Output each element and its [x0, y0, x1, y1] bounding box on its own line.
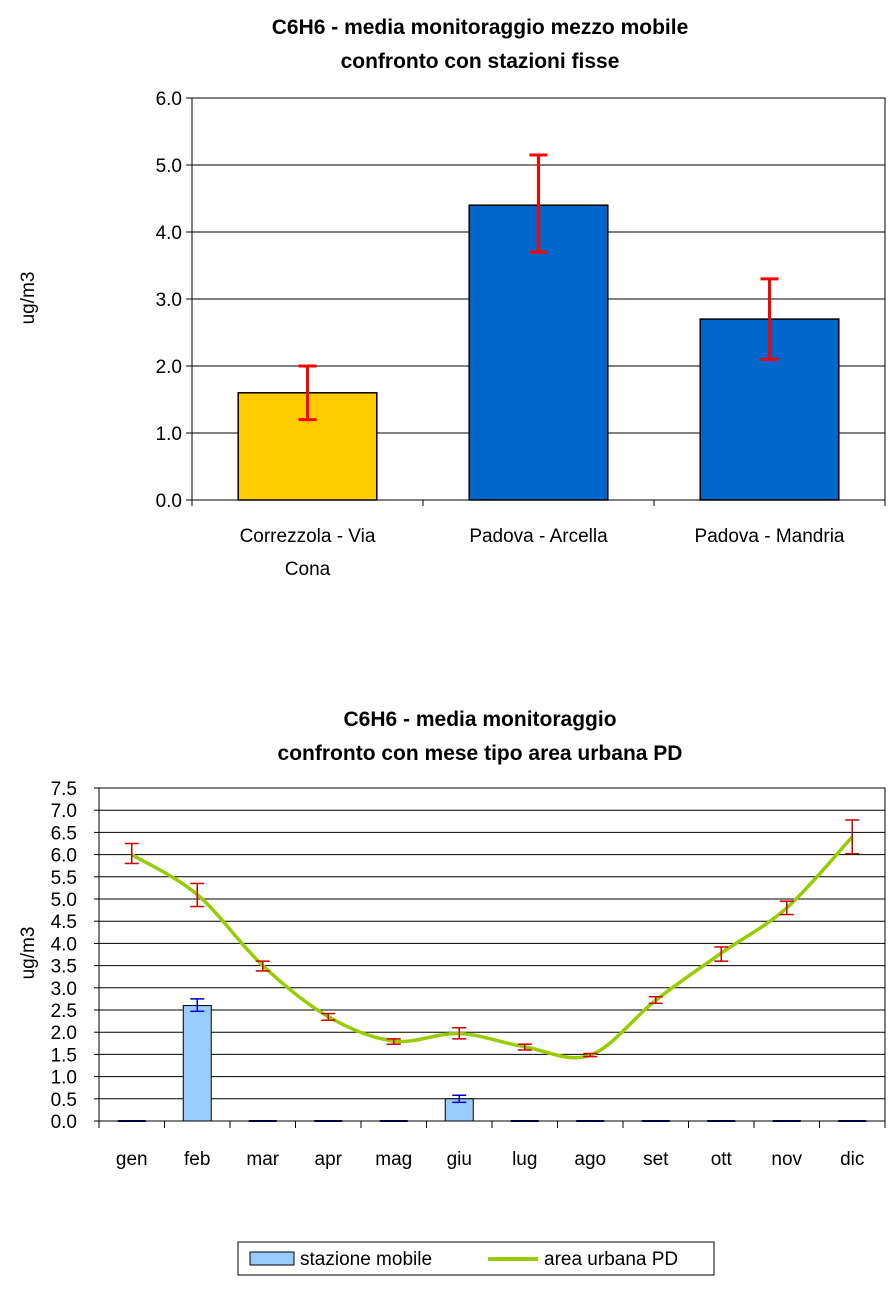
error-bar — [190, 882, 205, 908]
legend-label-stazione-mobile: stazione mobile — [300, 1249, 432, 1270]
gridlines — [99, 787, 885, 1100]
error-bar — [255, 960, 270, 972]
y-tick-label: 1.5 — [51, 1045, 77, 1066]
y-tick-label: 7.0 — [51, 801, 77, 822]
chart-subtitle: confronto con stazioni fisse — [341, 50, 620, 73]
legend: stazione mobile area urbana PD — [237, 1241, 715, 1276]
y-tick-label: 5.0 — [156, 156, 182, 177]
chart-title: C6H6 - media monitoraggio mezzo mobile — [272, 16, 689, 39]
error-bar — [124, 842, 139, 865]
y-tick-label: 2.5 — [51, 1001, 77, 1022]
y-tick-label: 4.0 — [156, 223, 182, 244]
error-bar — [760, 277, 779, 361]
x-tick-label: ott — [711, 1149, 733, 1170]
x-tick-labels: Correzzola - Via Cona Padova - Arcella Pado… — [240, 526, 845, 580]
y-tick-label: 1.0 — [51, 1068, 77, 1089]
x-tick-label: gen — [116, 1149, 148, 1170]
chart-monthly-comparison: C6H6 - media monitoraggio confronto con … — [18, 708, 886, 1276]
bar — [182, 1005, 212, 1122]
error-bar — [583, 1052, 598, 1058]
error-bar — [452, 1094, 467, 1104]
error-bar — [529, 153, 548, 254]
y-axis-label: ug/m3 — [18, 927, 39, 980]
y-tick-label: 5.5 — [51, 868, 77, 889]
y-tick-label: 0.5 — [51, 1090, 77, 1111]
y-tick-label: 2.0 — [156, 357, 182, 378]
y-tick-label: 6.5 — [51, 823, 77, 844]
bars — [237, 204, 840, 501]
y-tick-label: 3.0 — [51, 979, 77, 1000]
chart-title: C6H6 - media monitoraggio — [343, 708, 616, 731]
error-bars — [124, 819, 860, 1104]
x-tick-label: nov — [771, 1149, 802, 1170]
error-bar — [845, 819, 860, 855]
y-tick-label: 4.5 — [51, 912, 77, 933]
plot-frame — [191, 97, 886, 501]
y-tick-label: 0.0 — [51, 1112, 77, 1133]
chart-stations-comparison: C6H6 - media monitoraggio mezzo mobile c… — [18, 16, 886, 580]
x-tick-label: Padova - Mandria — [695, 526, 845, 547]
x-tick-label: dic — [840, 1149, 864, 1170]
y-tick-label: 1.0 — [156, 424, 182, 445]
axes — [186, 97, 886, 506]
error-bar — [714, 946, 729, 962]
y-tick-label: 6.0 — [51, 846, 77, 867]
plot-frame — [98, 787, 886, 1122]
y-tick-label: 3.5 — [51, 957, 77, 978]
bars — [117, 1005, 867, 1122]
error-bars — [298, 153, 779, 422]
legend-swatch-stazione-mobile — [249, 1251, 295, 1266]
error-bar — [190, 998, 205, 1013]
x-tick-label: Cona — [285, 559, 331, 580]
series-line — [130, 835, 854, 1060]
x-tick-label: set — [643, 1149, 669, 1170]
bar — [468, 204, 609, 501]
y-tick-labels: 0.00.51.01.52.02.53.03.54.04.55.05.56.06… — [51, 779, 77, 1133]
legend-frame — [237, 1241, 715, 1276]
y-tick-labels: 0.0 1.0 2.0 3.0 4.0 5.0 6.0 — [156, 89, 182, 512]
y-axis-label: ug/m3 — [18, 272, 39, 325]
error-bar — [517, 1043, 532, 1051]
line-area-urbana — [130, 835, 854, 1060]
y-tick-label: 4.0 — [51, 934, 77, 955]
x-tick-label: giu — [447, 1149, 472, 1170]
chart-subtitle: confronto con mese tipo area urbana PD — [278, 742, 683, 765]
error-bar — [779, 900, 794, 916]
x-tick-label: Padova - Arcella — [469, 526, 608, 547]
axes — [94, 787, 886, 1128]
error-bar — [298, 364, 317, 422]
error-bar — [321, 1012, 336, 1021]
y-tick-label: 6.0 — [156, 89, 182, 110]
error-bar — [386, 1038, 401, 1045]
x-tick-label: apr — [315, 1149, 343, 1170]
y-tick-label: 0.0 — [156, 491, 182, 512]
error-bar — [648, 995, 663, 1005]
x-tick-label: ago — [574, 1149, 606, 1170]
y-tick-label: 2.0 — [51, 1023, 77, 1044]
x-tick-label: Correzzola - Via — [240, 526, 376, 547]
x-tick-label: lug — [512, 1149, 537, 1170]
y-tick-label: 7.5 — [51, 779, 77, 800]
x-tick-labels: gen feb mar apr mag giu lug ago set ott nov dic — [116, 1149, 865, 1170]
y-tick-label: 5.0 — [51, 890, 77, 911]
error-bar — [452, 1027, 467, 1040]
y-tick-label: 3.0 — [156, 290, 182, 311]
legend-label-area-urbana: area urbana PD — [544, 1249, 678, 1270]
x-tick-label: mag — [375, 1149, 412, 1170]
x-tick-label: feb — [184, 1149, 210, 1170]
x-tick-label: mar — [246, 1149, 279, 1170]
